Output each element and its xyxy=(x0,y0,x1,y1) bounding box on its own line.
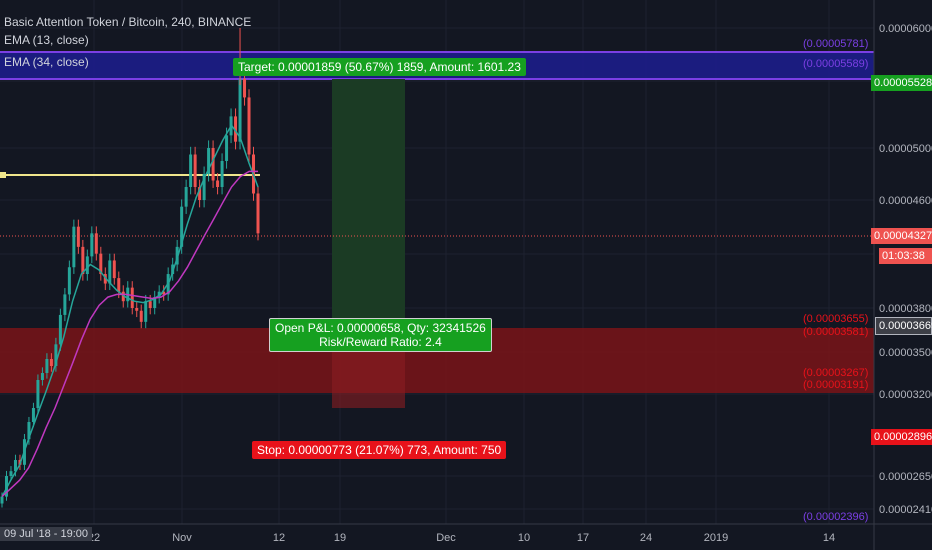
yellow-level-handle[interactable] xyxy=(0,172,6,178)
target-label[interactable]: Target: 0.00001859 (50.67%) 1859, Amount… xyxy=(233,58,526,76)
x-tick-label: 10 xyxy=(518,532,530,544)
bracket-3: (0.00003655) xyxy=(803,313,869,325)
chart-title: Basic Attention Token / Bitcoin, 240, BI… xyxy=(4,15,252,29)
candle-body xyxy=(9,471,13,476)
pnl-label[interactable]: Open P&L: 0.00000658, Qty: 32341526 Risk… xyxy=(269,318,492,352)
candle-body xyxy=(54,344,58,366)
candle-body xyxy=(0,496,4,504)
candle-body xyxy=(198,187,202,200)
candle-body xyxy=(40,373,44,380)
x-tick-label: 12 xyxy=(273,532,285,544)
candle-body xyxy=(4,476,8,497)
candle-body xyxy=(216,180,220,187)
y-tick-label: 0.00004600 xyxy=(879,195,932,207)
ema13-legend[interactable]: EMA (13, close) xyxy=(4,33,89,47)
candle-body xyxy=(130,287,134,308)
candle-body xyxy=(184,187,188,207)
candle-body xyxy=(31,408,35,422)
candle-body xyxy=(148,301,152,308)
candle-body xyxy=(90,233,94,257)
current-price-tag: 0.00004327 xyxy=(871,228,932,244)
candle-body xyxy=(121,291,125,302)
candle-body xyxy=(211,148,215,181)
candle-body xyxy=(153,297,157,308)
candle-body xyxy=(189,154,193,187)
candle-body xyxy=(108,260,112,284)
bracket-2: (0.00005589) xyxy=(803,58,869,70)
candle-body xyxy=(180,206,184,247)
candle-body xyxy=(94,233,98,254)
candle-body xyxy=(225,135,229,161)
candle-body xyxy=(58,314,62,345)
candle-body xyxy=(76,226,80,247)
candle-body xyxy=(99,253,103,275)
bracket-4: (0.00003581) xyxy=(803,326,869,338)
ema34-line xyxy=(1,170,258,498)
target-zone xyxy=(332,79,405,328)
candles xyxy=(0,28,260,508)
candle-body xyxy=(247,97,251,155)
candle-body xyxy=(162,291,166,295)
candle-body xyxy=(202,174,206,200)
candle-body xyxy=(27,422,31,440)
x-tick-label: 17 xyxy=(577,532,589,544)
target-price-tag: 0.00005528 xyxy=(871,75,932,91)
candle-body xyxy=(193,154,197,187)
candle-body xyxy=(144,301,148,322)
y-tick-label: 0.00006000 xyxy=(879,23,932,35)
crosshair-date: 09 Jul '18 - 19:00 xyxy=(0,527,93,541)
candle-body xyxy=(243,78,247,98)
y-tick-label: 0.00002650 xyxy=(879,471,932,483)
stop-label[interactable]: Stop: 0.00000773 (21.07%) 773, Amount: 7… xyxy=(252,441,507,459)
x-tick-label: Nov xyxy=(172,532,192,544)
ema34-legend[interactable]: EMA (34, close) xyxy=(4,55,89,69)
candle-body xyxy=(85,256,89,275)
y-tick-label: 0.00003800 xyxy=(879,303,932,315)
candle-body xyxy=(117,278,121,292)
y-tick-label: 0.00003500 xyxy=(879,347,932,359)
pnl-line1: Open P&L: 0.00000658, Qty: 32341526 xyxy=(275,321,486,335)
bracket-1: (0.00005781) xyxy=(803,38,869,50)
x-tick-label: 2019 xyxy=(704,532,728,544)
y-tick-label: 0.00002410 xyxy=(879,504,932,516)
x-tick-label: 19 xyxy=(334,532,346,544)
y-tick-label: 0.00005000 xyxy=(879,143,932,155)
candle-body xyxy=(72,226,76,268)
pnl-line2: Risk/Reward Ratio: 2.4 xyxy=(319,335,442,349)
candle-body xyxy=(13,460,17,472)
candle-body xyxy=(81,246,85,275)
candle-body xyxy=(157,291,161,298)
candle-body xyxy=(207,148,211,174)
candle-body xyxy=(171,264,175,275)
ema13-line xyxy=(1,123,259,497)
candle-body xyxy=(234,116,238,142)
x-tick-label: 24 xyxy=(640,532,652,544)
candle-body xyxy=(63,294,67,315)
candle-body xyxy=(67,267,71,295)
y-tick-label: 0.00003200 xyxy=(879,389,932,401)
entry-price-tag: 0.00003669 xyxy=(875,317,932,335)
candle-body xyxy=(256,193,260,234)
countdown-tag: 01:03:38 xyxy=(879,248,932,264)
stop-price-tag: 0.00002896 xyxy=(871,429,932,445)
bracket-5: (0.00003267) xyxy=(803,367,869,379)
candle-body xyxy=(45,359,49,373)
candle-body xyxy=(238,78,242,142)
candle-body xyxy=(49,359,53,366)
candle-body xyxy=(139,310,143,322)
candle-body xyxy=(112,260,116,279)
candle-body xyxy=(135,308,139,311)
candle-body xyxy=(36,380,40,408)
candle-body xyxy=(220,161,224,187)
bracket-7: (0.00002396) xyxy=(803,511,869,523)
ema-lines xyxy=(1,123,259,498)
x-tick-label: Dec xyxy=(436,532,456,544)
bracket-6: (0.00003191) xyxy=(803,379,869,391)
x-tick-label: 14 xyxy=(823,532,835,544)
